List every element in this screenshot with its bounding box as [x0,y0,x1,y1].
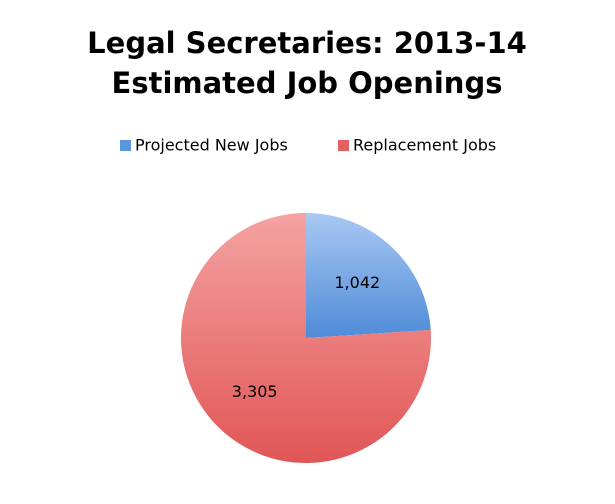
chart-title: Legal Secretaries: 2013-14 [87,26,527,60]
legend-swatch [338,140,349,151]
legend-label: Replacement Jobs [353,136,496,155]
chart-title: Estimated Job Openings [112,66,503,100]
legend-label: Projected New Jobs [135,136,288,155]
pie-slice [306,213,431,338]
data-label: 1,042 [334,273,380,292]
legend-swatch [120,140,131,151]
pie-slice [181,213,431,463]
data-label: 3,305 [232,382,278,401]
